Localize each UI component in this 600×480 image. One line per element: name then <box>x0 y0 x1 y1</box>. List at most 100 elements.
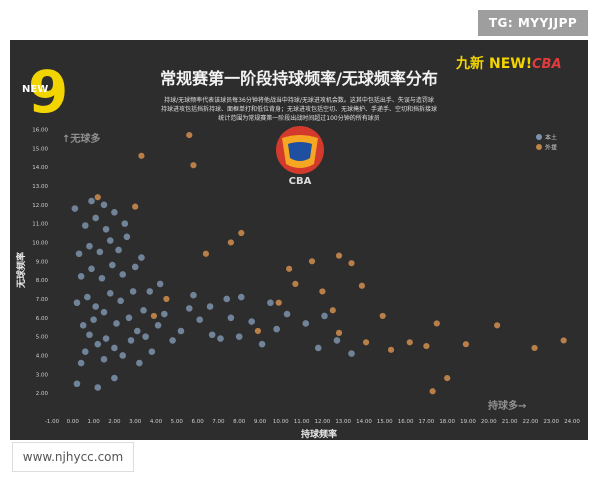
point-domestic <box>113 320 120 327</box>
point-domestic <box>348 350 355 357</box>
point-foreign <box>348 260 355 267</box>
y-tick-label: 12.00 <box>32 203 48 209</box>
y-tick-label: 8.00 <box>36 278 49 284</box>
point-foreign <box>138 152 145 159</box>
y-axis: 2.00 3.00 4.00 5.00 6.00 7.00 8.00 9.00 10.00 11.… <box>32 127 48 397</box>
y-tick-label: 4.00 <box>36 353 49 359</box>
point-domestic <box>88 265 95 273</box>
point-foreign <box>362 339 370 346</box>
x-tick-label: 3.00 <box>129 419 142 425</box>
new9-logo: 9 NEW <box>22 58 68 126</box>
point-domestic <box>81 222 89 229</box>
point-foreign <box>423 342 430 350</box>
y-tick-label: 10.00 <box>32 240 48 246</box>
point-domestic <box>73 299 81 307</box>
point-domestic <box>119 271 127 278</box>
x-tick-label: 16.00 <box>398 419 414 425</box>
point-domestic <box>119 352 127 359</box>
point-domestic <box>86 331 93 339</box>
x-tick-label: 12.00 <box>315 419 331 425</box>
point-domestic <box>96 248 104 256</box>
point-domestic <box>77 359 85 367</box>
point-domestic <box>142 333 149 340</box>
scatter-chart: 9 NEW 九新 NEW! CBA 常规赛第一阶段持球频率/无球频率分布 持球/… <box>15 55 580 440</box>
point-foreign <box>444 374 451 382</box>
x-tick-label: 10.00 <box>273 419 289 425</box>
point-foreign <box>319 288 326 295</box>
point-foreign <box>387 346 395 353</box>
y-tick-label: 16.00 <box>32 127 48 133</box>
point-foreign <box>292 280 299 287</box>
point-foreign <box>238 229 245 237</box>
point-domestic <box>100 308 108 316</box>
point-domestic <box>237 293 245 301</box>
point-foreign <box>433 320 440 327</box>
point-domestic <box>131 263 139 271</box>
point-domestic <box>138 254 145 261</box>
point-domestic <box>206 303 214 310</box>
x-tick-label: 17.00 <box>419 419 435 425</box>
point-domestic <box>125 314 133 322</box>
y-tick-label: 11.00 <box>32 222 48 228</box>
x-axis: -1.00 0.00 1.00 2.00 3.00 4.00 5.00 6.00 7.00 8.0… <box>45 419 580 425</box>
watermark-top: TG: MYYJJPP <box>478 10 588 36</box>
point-foreign <box>406 339 413 346</box>
point-domestic <box>314 344 322 352</box>
y-tick-label: 5.00 <box>36 335 49 341</box>
point-foreign <box>202 250 210 257</box>
svg-text:九新: 九新 <box>455 55 484 72</box>
point-domestic <box>88 197 95 205</box>
legend-label-foreign: 外援 <box>545 144 557 152</box>
x-tick-label: 21.00 <box>502 419 518 425</box>
x-tick-label: 20.00 <box>481 419 497 425</box>
svg-text:CBA: CBA <box>532 57 562 72</box>
point-domestic <box>102 225 110 233</box>
point-domestic <box>106 290 114 297</box>
legend-label-domestic: 本土 <box>545 134 557 142</box>
y-tick-label: 9.00 <box>36 259 49 265</box>
point-domestic <box>177 327 185 335</box>
point-domestic <box>273 325 280 333</box>
point-domestic <box>127 337 135 344</box>
point-domestic <box>77 273 85 280</box>
point-foreign <box>560 337 567 344</box>
y-tick-label: 6.00 <box>36 316 49 322</box>
point-domestic <box>185 305 193 312</box>
point-domestic <box>140 306 147 314</box>
annotation-more-off-ball: ↑无球多 <box>62 132 100 145</box>
point-domestic <box>235 333 243 340</box>
point-domestic <box>100 355 108 363</box>
point-foreign <box>132 203 139 210</box>
point-domestic <box>333 337 341 344</box>
point-domestic <box>302 320 310 327</box>
y-tick-label: 15.00 <box>32 146 48 152</box>
legend: 本土 外援 <box>536 134 557 152</box>
x-tick-label: 4.00 <box>150 419 163 425</box>
brand-logo-right: 九新 NEW! CBA <box>455 55 562 72</box>
point-domestic <box>208 331 216 339</box>
y-axis-label: 无球频率 <box>15 252 27 289</box>
watermark-bottom: www.njhycc.com <box>12 442 134 472</box>
chart-subtitle-line-1: 持球/无球频率代表该球员每36分钟将他战当中持球/无球进攻机会数。这其中包括出手… <box>164 96 434 104</box>
point-domestic <box>111 374 118 382</box>
x-tick-label: -1.00 <box>45 419 60 425</box>
point-domestic <box>223 295 231 303</box>
x-tick-label: 13.00 <box>335 419 351 425</box>
point-foreign <box>94 194 101 201</box>
x-tick-label: 22.00 <box>523 419 539 425</box>
point-foreign <box>462 341 470 348</box>
x-tick-label: 14.00 <box>356 419 372 425</box>
y-tick-label: 2.00 <box>36 391 49 397</box>
point-domestic <box>90 316 97 323</box>
point-domestic <box>111 344 118 352</box>
x-tick-label: 0.00 <box>67 419 80 425</box>
point-foreign <box>254 327 262 335</box>
point-domestic <box>133 327 141 335</box>
y-tick-label: 7.00 <box>36 297 49 303</box>
point-domestic <box>121 220 129 227</box>
point-domestic <box>94 384 102 391</box>
point-domestic <box>98 274 106 282</box>
point-domestic <box>111 209 118 216</box>
point-foreign <box>531 344 538 352</box>
x-tick-label: 7.00 <box>212 419 225 425</box>
